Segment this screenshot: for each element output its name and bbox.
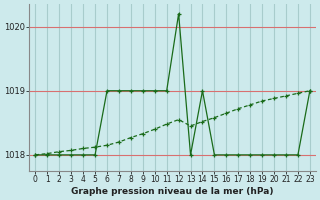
X-axis label: Graphe pression niveau de la mer (hPa): Graphe pression niveau de la mer (hPa) (71, 187, 274, 196)
